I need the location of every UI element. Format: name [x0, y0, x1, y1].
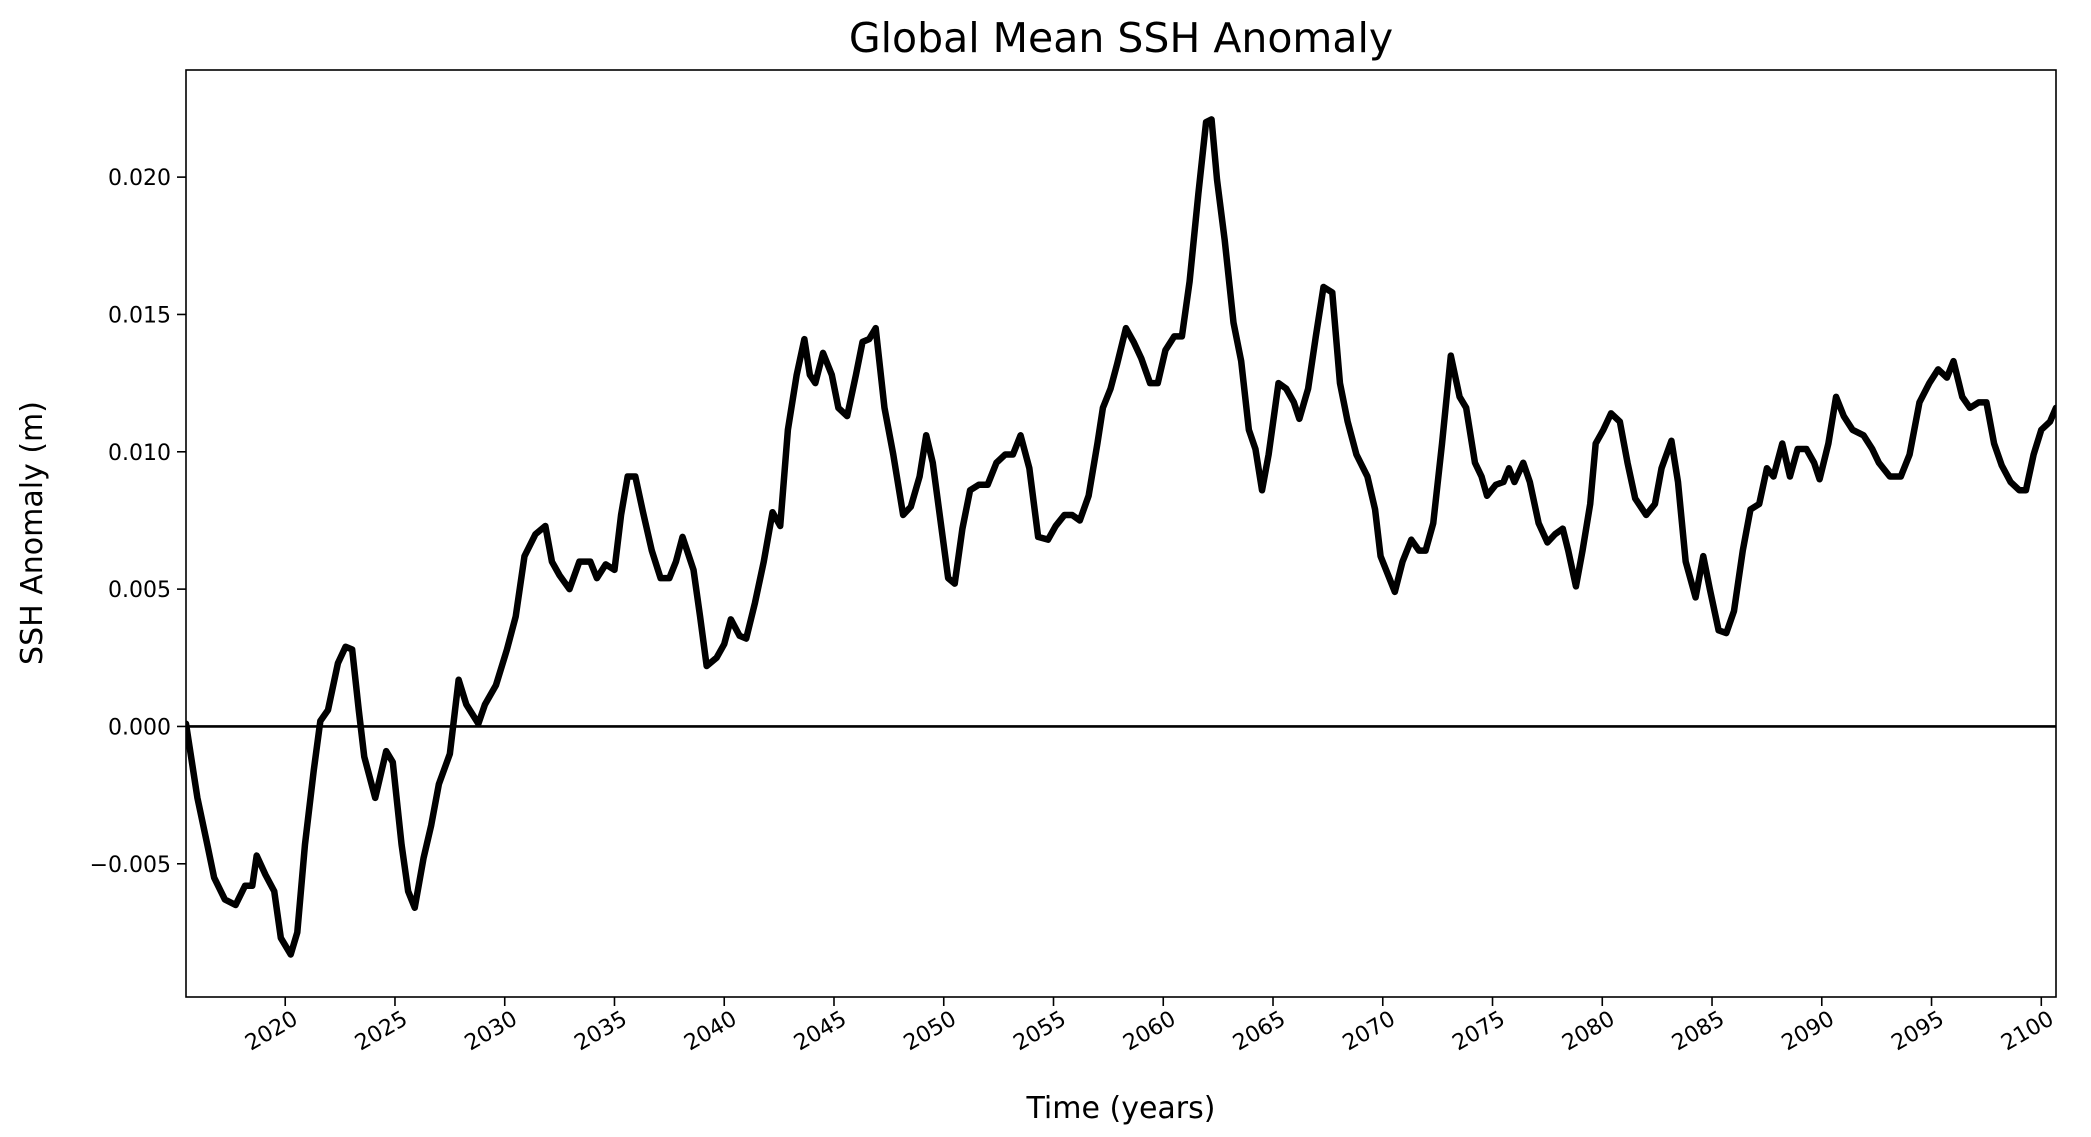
x-tick-label: 2035 [570, 1007, 631, 1057]
x-tick-label: 2045 [790, 1007, 851, 1057]
x-tick-label: 2090 [1778, 1007, 1839, 1057]
y-tick-label: −0.005 [90, 853, 171, 878]
chart-title: Global Mean SSH Anomaly [849, 14, 1393, 62]
x-tick-label: 2050 [900, 1007, 961, 1057]
x-axis-label: Time (years) [1026, 1091, 1216, 1126]
x-tick-label: 2075 [1449, 1007, 1510, 1057]
y-tick-label: 0.015 [108, 303, 171, 328]
x-tick-label: 2080 [1558, 1007, 1619, 1057]
x-tick-label: 2020 [241, 1007, 302, 1057]
data-line [186, 116, 2056, 958]
x-tick-label: 2070 [1339, 1007, 1400, 1057]
x-tick-label: 2065 [1229, 1007, 1290, 1057]
y-tick-label: 0.000 [108, 715, 171, 740]
x-tick-label: 2085 [1668, 1007, 1729, 1057]
y-tick-label: 0.010 [108, 441, 171, 466]
y-tick-label: 0.020 [108, 166, 171, 191]
y-tick-label: 0.005 [108, 578, 171, 603]
x-tick-label: 2025 [351, 1007, 412, 1057]
x-tick-label: 2060 [1119, 1007, 1180, 1057]
plot-frame [185, 69, 2057, 998]
x-tick-label: 2100 [1997, 1007, 2058, 1057]
x-tick-label: 2040 [680, 1007, 741, 1057]
x-tick-label: 2030 [461, 1007, 522, 1057]
x-tick-label: 2095 [1888, 1007, 1949, 1057]
y-axis-label: SSH Anomaly (m) [15, 401, 50, 665]
x-tick-label: 2055 [1010, 1007, 1071, 1057]
